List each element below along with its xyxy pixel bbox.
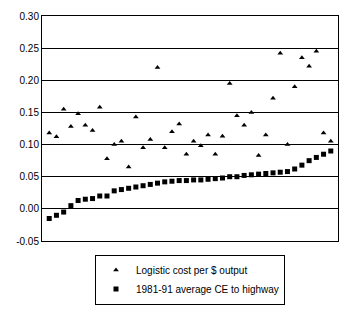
svg-text:0.30: 0.30 bbox=[20, 11, 40, 22]
svg-text:0.05: 0.05 bbox=[20, 171, 40, 182]
svg-text:1981-91 average CE to highway: 1981-91 average CE to highway bbox=[136, 284, 279, 295]
svg-text:0.25: 0.25 bbox=[20, 43, 40, 54]
svg-text:0.20: 0.20 bbox=[20, 75, 40, 86]
svg-text:Logistic cost per $ output: Logistic cost per $ output bbox=[136, 265, 247, 276]
svg-text:0.15: 0.15 bbox=[20, 107, 40, 118]
svg-text:-0.05: -0.05 bbox=[16, 236, 39, 247]
svg-text:0.00: 0.00 bbox=[20, 203, 40, 214]
svg-text:0.10: 0.10 bbox=[20, 139, 40, 150]
